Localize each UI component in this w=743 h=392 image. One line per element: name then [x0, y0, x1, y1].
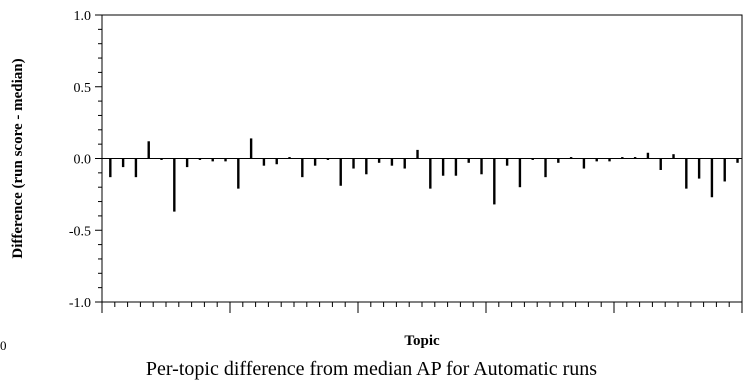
stray-label: 0 — [0, 338, 7, 353]
y-tick-label: 0.0 — [74, 153, 92, 168]
bar — [736, 158, 739, 163]
bars-group — [109, 138, 739, 212]
bar — [569, 157, 573, 159]
bar — [582, 158, 586, 169]
y-axis-title: Difference (run score - median) — [10, 58, 26, 258]
bar — [147, 141, 150, 159]
bar — [723, 158, 726, 182]
bar — [621, 157, 624, 159]
bar — [275, 158, 278, 165]
figure-caption: Per-topic difference from median AP for … — [145, 358, 598, 380]
bar — [544, 158, 547, 178]
x-axis-title: Topic — [404, 333, 440, 349]
bar — [467, 158, 470, 163]
bar — [365, 158, 368, 175]
bar — [173, 158, 176, 212]
bar — [595, 158, 598, 162]
bar — [454, 158, 458, 176]
bar — [441, 158, 445, 176]
y-tick-label: -0.5 — [69, 224, 91, 239]
bar — [313, 158, 317, 166]
bar — [160, 158, 163, 160]
bar — [608, 158, 611, 162]
bar — [326, 158, 330, 160]
bar — [659, 158, 662, 170]
bar — [390, 158, 394, 166]
bar — [352, 158, 355, 169]
bar — [672, 154, 675, 159]
bar — [134, 158, 138, 178]
bar — [493, 158, 496, 205]
bar — [518, 158, 522, 188]
bar — [557, 158, 560, 163]
bar — [531, 158, 534, 160]
bar — [480, 158, 483, 175]
bar — [185, 158, 189, 168]
bar — [249, 138, 253, 159]
y-tick-label: 0.5 — [74, 81, 92, 96]
axes — [95, 14, 743, 313]
bar — [224, 158, 227, 162]
labels-group: 1.0 0.5 0.0 -0.5 -1.0 Topic Difference (run sc… — [10, 9, 440, 349]
bar — [198, 158, 202, 160]
bar — [710, 158, 714, 198]
bar — [633, 157, 637, 159]
bar — [429, 158, 432, 189]
bar — [377, 158, 381, 163]
bar — [211, 158, 214, 162]
bar — [262, 158, 266, 166]
bar — [505, 158, 509, 166]
bar — [403, 158, 406, 169]
bar — [646, 152, 650, 159]
bar — [416, 149, 419, 159]
bar — [109, 158, 112, 178]
y-tick-label: -1.0 — [69, 296, 91, 311]
y-tick-label: 1.0 — [74, 9, 92, 24]
bar — [685, 158, 688, 189]
bar — [237, 158, 240, 189]
bar — [339, 158, 342, 186]
bar — [121, 158, 125, 168]
bar — [697, 158, 701, 179]
bar — [288, 157, 291, 159]
bar — [301, 158, 304, 178]
